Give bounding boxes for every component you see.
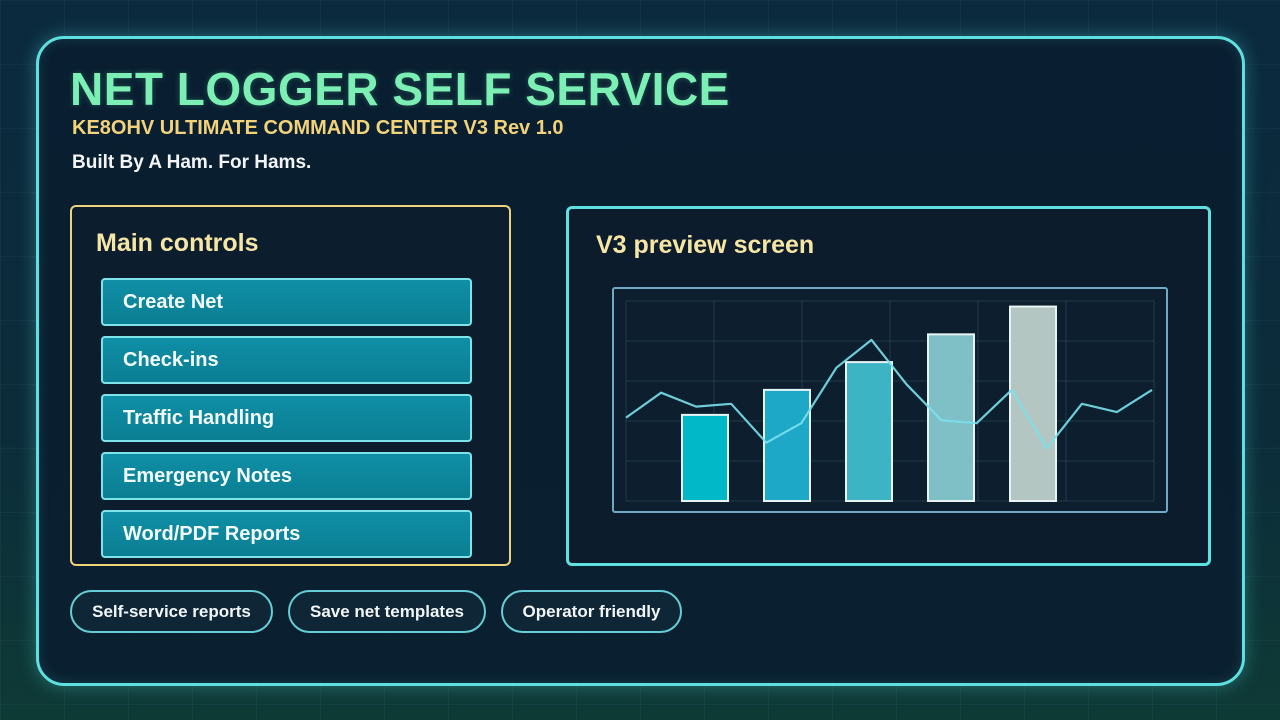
chart-bar (1009, 305, 1057, 502)
preview-title: V3 preview screen (596, 231, 815, 259)
page-subtitle: KE8OHV ULTIMATE COMMAND CENTER V3 Rev 1.… (72, 117, 564, 139)
chart-bar (927, 333, 975, 503)
chart-bar (763, 388, 811, 502)
page-title: NET LOGGER SELF SERVICE (70, 63, 730, 115)
save-net-templates-pill[interactable]: Save net templates (288, 590, 486, 633)
check-ins-button[interactable]: Check-ins (101, 336, 472, 384)
chart-bar (681, 413, 729, 502)
page-tagline: Built By A Ham. For Hams. (72, 152, 312, 173)
preview-panel: V3 preview screen (566, 206, 1211, 566)
self-service-reports-pill[interactable]: Self-service reports (70, 590, 273, 633)
chart-line-series (625, 338, 1153, 450)
traffic-handling-button[interactable]: Traffic Handling (101, 394, 472, 442)
main-controls-panel: Main controls Create Net Check-ins Traff… (70, 205, 511, 566)
preview-screen (612, 287, 1168, 513)
operator-friendly-pill[interactable]: Operator friendly (501, 590, 682, 633)
word-pdf-reports-button[interactable]: Word/PDF Reports (101, 510, 472, 558)
chart-bar (845, 361, 893, 502)
main-controls-title: Main controls (96, 229, 259, 257)
emergency-notes-button[interactable]: Emergency Notes (101, 452, 472, 500)
preview-chart (625, 300, 1155, 503)
create-net-button[interactable]: Create Net (101, 278, 472, 326)
